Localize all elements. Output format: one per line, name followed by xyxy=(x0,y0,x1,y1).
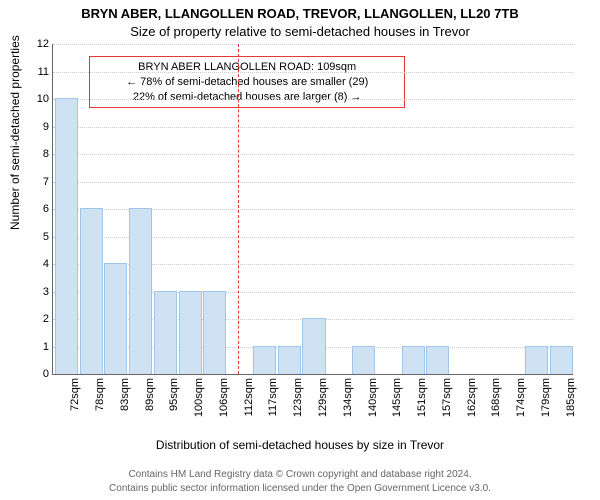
x-tick-label: 95sqm xyxy=(168,378,180,411)
bar xyxy=(426,346,449,375)
y-tick-label: 8 xyxy=(43,148,49,160)
bar xyxy=(352,346,375,375)
y-tick-label: 0 xyxy=(43,368,49,380)
y-tick-label: 1 xyxy=(43,341,49,353)
bar xyxy=(550,346,573,375)
bar xyxy=(80,208,103,374)
bar xyxy=(104,263,127,374)
bar xyxy=(203,291,226,375)
x-axis-label: Distribution of semi-detached houses by … xyxy=(0,438,600,452)
gridline xyxy=(53,99,573,100)
x-tick-label: 168sqm xyxy=(490,378,502,417)
y-tick-label: 3 xyxy=(43,286,49,298)
x-tick-label: 83sqm xyxy=(119,378,131,411)
annotation-box: BRYN ABER LLANGOLLEN ROAD: 109sqm ← 78% … xyxy=(89,56,405,109)
x-tick-label: 140sqm xyxy=(367,378,379,417)
gridline xyxy=(53,154,573,155)
bar xyxy=(129,208,152,374)
x-tick-label: 106sqm xyxy=(218,378,230,417)
x-tick-label: 112sqm xyxy=(243,378,255,416)
x-tick-label: 179sqm xyxy=(540,378,552,417)
x-tick-label: 134sqm xyxy=(342,378,354,417)
x-tick-label: 117sqm xyxy=(267,378,279,416)
annotation-line2: ← 78% of semi-detached houses are smalle… xyxy=(96,75,398,90)
footer-line2: Contains public sector information licen… xyxy=(0,483,600,494)
x-tick-label: 129sqm xyxy=(317,378,329,417)
bar xyxy=(402,346,425,375)
y-axis-label: Number of semi-detached properties xyxy=(8,35,22,230)
footer-line1: Contains HM Land Registry data © Crown c… xyxy=(0,469,600,480)
annotation-line3: 22% of semi-detached houses are larger (… xyxy=(96,90,398,105)
x-tick-label: 151sqm xyxy=(416,378,428,417)
x-tick-label: 89sqm xyxy=(144,378,156,411)
x-tick-label: 145sqm xyxy=(391,378,403,417)
y-tick-label: 9 xyxy=(43,121,49,133)
bar xyxy=(525,346,548,375)
y-tick-label: 11 xyxy=(38,66,49,78)
y-tick-label: 5 xyxy=(43,231,49,243)
bar xyxy=(278,346,301,375)
bar xyxy=(55,98,78,374)
x-tick-label: 72sqm xyxy=(69,378,81,411)
y-tick-label: 4 xyxy=(43,258,49,270)
x-tick-label: 185sqm xyxy=(565,378,577,417)
y-tick-label: 10 xyxy=(37,93,49,105)
x-tick-label: 123sqm xyxy=(292,378,304,417)
gridline xyxy=(53,182,573,183)
gridline xyxy=(53,127,573,128)
marker-line xyxy=(238,44,239,374)
y-tick-label: 6 xyxy=(43,203,49,215)
bar xyxy=(179,291,202,375)
x-tick-label: 162sqm xyxy=(466,378,478,417)
x-tick-label: 157sqm xyxy=(441,378,453,417)
x-tick-label: 100sqm xyxy=(193,378,205,417)
gridline xyxy=(53,72,573,73)
chart-container: BRYN ABER, LLANGOLLEN ROAD, TREVOR, LLAN… xyxy=(0,0,600,500)
bar xyxy=(302,318,325,374)
y-tick-label: 12 xyxy=(37,38,49,50)
y-tick-label: 2 xyxy=(43,313,49,325)
y-tick-label: 7 xyxy=(43,176,49,188)
chart-title-line2: Size of property relative to semi-detach… xyxy=(0,24,600,39)
gridline xyxy=(53,44,573,45)
plot-area: BRYN ABER LLANGOLLEN ROAD: 109sqm ← 78% … xyxy=(52,44,573,375)
x-tick-label: 174sqm xyxy=(515,378,527,417)
bar xyxy=(253,346,276,375)
bar xyxy=(154,291,177,375)
chart-title-line1: BRYN ABER, LLANGOLLEN ROAD, TREVOR, LLAN… xyxy=(0,6,600,21)
x-tick-label: 78sqm xyxy=(94,378,106,411)
